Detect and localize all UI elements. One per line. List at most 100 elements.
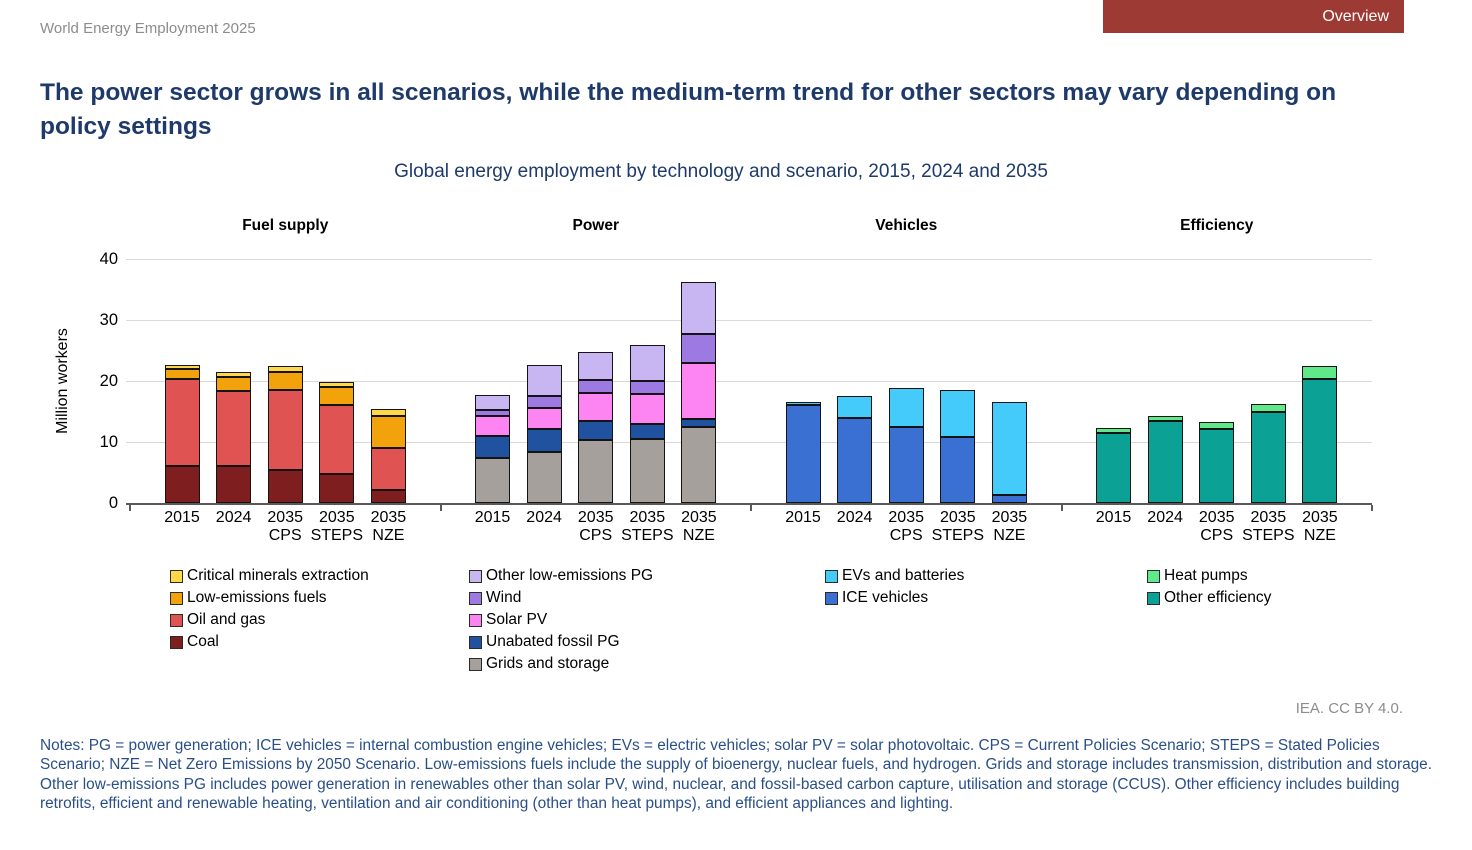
segment-wind: [629, 381, 665, 395]
bar-fuel-supply-2035-steps: [319, 259, 355, 503]
x-label-scenario: STEPS: [310, 527, 364, 544]
segment-other-efficiency: [1096, 432, 1131, 503]
x-label-year: 2035: [370, 509, 407, 526]
legend-label-low-emissions-fuels: Low-emissions fuels: [187, 589, 327, 606]
x-label-year: 2035: [267, 509, 303, 526]
segment-solar-pv: [681, 362, 717, 420]
x-label-scenario: CPS: [579, 527, 613, 544]
x-label-year: 2035: [319, 509, 355, 526]
segment-heat-pumps: [1147, 415, 1183, 421]
segment-wind: [681, 334, 717, 363]
x-label-year: 2035: [681, 509, 717, 526]
legend-efficiency: Heat pumps Other efficiency: [1147, 565, 1271, 609]
segment-critical-minerals-extraction: [319, 381, 355, 388]
segment-heat-pumps: [1096, 427, 1131, 433]
report-name: World Energy Employment 2025: [40, 20, 256, 37]
overview-tab[interactable]: Overview: [1103, 0, 1404, 33]
segment-ice-vehicles: [888, 426, 924, 503]
segment-heat-pumps: [1302, 365, 1338, 379]
gridline-30: [126, 319, 1372, 321]
legend-label-solar-pv: Solar PV: [486, 611, 548, 628]
x-label-scenario: STEPS: [931, 527, 985, 544]
segment-other-low-emissions-pg: [681, 282, 717, 335]
bar-vehicles-2024: [837, 259, 873, 503]
segment-oil-and-gas: [267, 389, 303, 471]
x-label-vehicles-2035-cps: 2035 CPS: [864, 509, 948, 545]
x-label-year: 2024: [1147, 509, 1183, 526]
legend-swatch-coal: [170, 635, 183, 649]
segment-oil-and-gas: [370, 447, 406, 490]
x-label-scenario: CPS: [889, 527, 923, 544]
x-label-fuel-supply-2035-nze: 2035 NZE: [346, 509, 430, 545]
segment-unabated-fossil-pg: [526, 429, 562, 452]
segment-grids-and-storage: [475, 458, 510, 503]
segment-low-emissions-fuels: [216, 376, 252, 392]
x-label-fuel-supply-2035-cps: 2035 CPS: [243, 509, 327, 545]
segment-evs-and-batteries: [785, 401, 821, 405]
x-label-year: 2035: [1302, 509, 1338, 526]
segment-coal: [216, 466, 252, 503]
gridline-40: [126, 258, 1372, 260]
segment-oil-and-gas: [319, 405, 355, 475]
y-tick-30: 30: [99, 311, 118, 329]
overview-tab-label: Overview: [1322, 8, 1389, 25]
segment-coal: [370, 489, 406, 503]
bar-fuel-supply-2035-cps: [267, 259, 303, 503]
x-label-year: 2015: [785, 509, 821, 526]
segment-low-emissions-fuels: [267, 371, 303, 390]
segment-critical-minerals-extraction: [267, 365, 303, 372]
x-label-power-2015: 2015: [451, 509, 535, 527]
segment-other-efficiency: [1199, 429, 1235, 503]
segment-oil-and-gas: [164, 379, 200, 467]
bar-efficiency-2015: [1096, 259, 1131, 503]
legend-swatch-critical-minerals-extraction: [170, 569, 183, 583]
segment-oil-and-gas: [216, 391, 252, 467]
legend-swatch-evs-and-batteries: [825, 569, 838, 583]
x-label-year: 2035: [1198, 509, 1235, 526]
legend-item-unabated-fossil-pg: Unabated fossil PG: [469, 631, 653, 653]
legend-item-solar-pv: Solar PV: [469, 609, 653, 631]
bar-power-2035-nze: [681, 259, 717, 503]
legend-item-other-low-emissions-pg: Other low-emissions PG: [469, 565, 653, 587]
panel-title-fuel-supply: Fuel supply: [242, 217, 329, 234]
x-label-efficiency-2035-steps: 2035 STEPS: [1226, 509, 1310, 545]
x-label-year: 2024: [526, 509, 562, 526]
segment-heat-pumps: [1250, 403, 1286, 412]
y-tick-40: 40: [99, 250, 118, 268]
segment-low-emissions-fuels: [319, 387, 355, 406]
legend-label-critical-minerals-extraction: Critical minerals extraction: [187, 567, 369, 584]
panel-title-efficiency: Efficiency: [1180, 217, 1254, 234]
segment-solar-pv: [629, 394, 665, 424]
y-tick-0: 0: [108, 494, 118, 512]
x-label-power-2035-cps: 2035 CPS: [554, 509, 638, 545]
legend-swatch-solar-pv: [469, 613, 482, 627]
legend-fuel-supply: Critical minerals extraction Low-emission…: [170, 565, 369, 653]
legend-label-wind: Wind: [486, 589, 522, 606]
x-axis-tick-4: [1371, 505, 1373, 511]
x-label-year: 2035: [991, 509, 1028, 526]
x-label-year: 2015: [1095, 509, 1132, 526]
segment-wind: [578, 380, 614, 393]
segment-grids-and-storage: [681, 427, 717, 503]
segment-wind: [475, 410, 510, 417]
segment-coal: [267, 470, 303, 503]
segment-critical-minerals-extraction: [164, 365, 200, 370]
x-label-scenario: NZE: [682, 527, 715, 544]
legend-vehicles: EVs and batteries ICE vehicles: [825, 565, 964, 609]
bar-efficiency-2024: [1147, 259, 1183, 503]
legend-swatch-oil-and-gas: [170, 613, 183, 627]
x-label-vehicles-2035-steps: 2035 STEPS: [916, 509, 1000, 545]
segment-evs-and-batteries: [888, 388, 924, 427]
segment-grids-and-storage: [578, 439, 614, 503]
legend-item-evs-and-batteries: EVs and batteries: [825, 565, 964, 587]
legend-item-wind: Wind: [469, 587, 653, 609]
x-label-efficiency-2015: 2015: [1072, 509, 1156, 527]
bar-vehicles-2035-cps: [888, 259, 924, 503]
bar-fuel-supply-2024: [216, 259, 252, 503]
x-label-scenario: STEPS: [1242, 527, 1295, 544]
x-label-vehicles-2015: 2015: [761, 509, 845, 527]
segment-solar-pv: [578, 392, 614, 421]
x-label-efficiency-2024: 2024: [1123, 509, 1207, 527]
bar-power-2035-steps: [629, 259, 665, 503]
